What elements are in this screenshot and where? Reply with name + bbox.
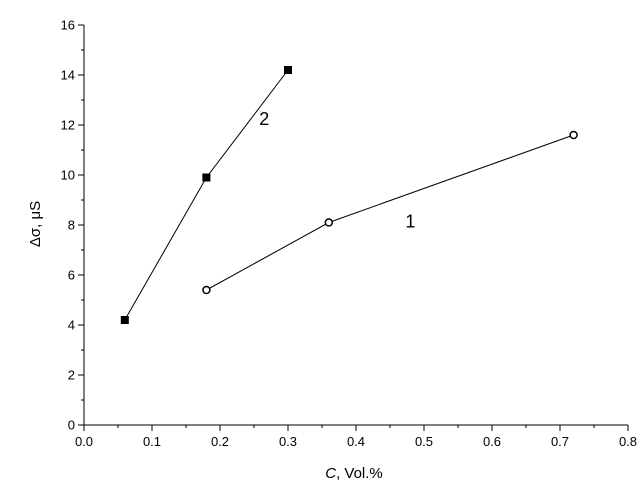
x-tick-label: 0.0	[75, 434, 93, 449]
y-tick-label: 6	[68, 268, 75, 283]
series-2-line	[124, 69, 289, 321]
axes	[83, 25, 628, 426]
series-1-point	[324, 218, 334, 227]
labels: C, Vol.% Δσ, μS	[27, 201, 383, 482]
y-axis-label: Δσ, μS	[27, 201, 44, 247]
y-axis-label-symbol: Δσ	[27, 227, 44, 247]
y-tick-label: 12	[61, 118, 75, 133]
y-tick-label: 0	[68, 418, 75, 433]
x-axis-label: C, Vol.%	[325, 465, 383, 482]
series-1-line	[206, 134, 574, 291]
x-tick-label: 0.4	[347, 434, 365, 449]
series-2-point	[202, 173, 211, 182]
series-2-point	[120, 316, 129, 324]
y-axis-label-rest: , μS	[27, 201, 44, 228]
series-1-point	[569, 130, 578, 140]
x-axis-label-rest: , Vol.%	[336, 465, 383, 482]
x-tick-label: 0.5	[415, 434, 433, 449]
y-tick-label: 4	[68, 318, 75, 333]
y-tick-label: 10	[61, 168, 75, 183]
series-1-label: 1	[405, 212, 415, 232]
x-tick-label: 0.2	[211, 434, 229, 449]
series-2-point	[284, 66, 292, 74]
x-tick-label: 0.8	[619, 434, 637, 449]
series-1-point	[202, 285, 211, 295]
series-2-label: 2	[259, 109, 269, 129]
series: 12	[120, 66, 578, 324]
x-tick-label: 0.1	[143, 434, 161, 449]
x-tick-label: 0.3	[279, 434, 297, 449]
y-tick-label: 16	[61, 18, 75, 33]
x-tick-label: 0.7	[551, 434, 569, 449]
x-tick-label: 0.6	[483, 434, 501, 449]
x-axis-label-var: C	[325, 465, 336, 482]
y-tick-label: 14	[61, 68, 75, 83]
y-tick-label: 8	[68, 218, 75, 233]
y-tick-label: 2	[68, 368, 75, 383]
